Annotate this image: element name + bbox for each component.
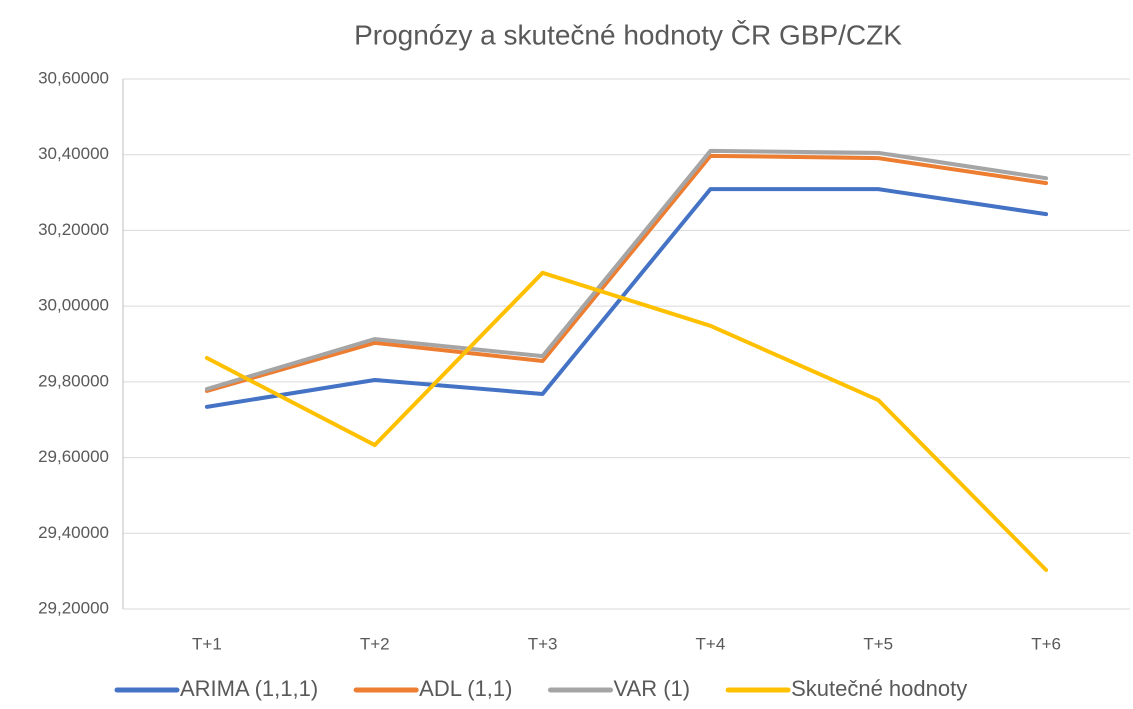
y-tick-label: 30,60000 [38,68,109,87]
legend-label: ADL (1,1) [419,676,512,701]
x-tick-label: T+4 [696,634,726,653]
chart-title: Prognózy a skutečné hodnoty ČR GBP/CZK [354,19,902,50]
x-tick-label: T+3 [528,634,558,653]
y-tick-label: 29,60000 [38,447,109,466]
x-tick-label: T+2 [360,634,390,653]
series-line [204,153,1049,393]
y-tick-label: 30,40000 [38,144,109,163]
legend-label: ARIMA (1,1,1) [180,676,318,701]
y-tick-label: 30,00000 [38,296,109,315]
x-tick-label: T+5 [863,634,893,653]
series-line [204,187,1049,409]
legend-label: VAR (1) [613,676,690,701]
legend-label: Skutečné hodnoty [791,676,967,701]
y-tick-label: 30,20000 [38,220,109,239]
y-tick-label: 29,80000 [38,371,109,390]
series-line [204,148,1049,392]
y-tick-label: 29,40000 [38,523,109,542]
series-line [204,270,1049,573]
y-tick-label: 29,20000 [38,598,109,617]
x-tick-label: T+6 [1031,634,1061,653]
x-tick-label: T+1 [192,634,222,653]
